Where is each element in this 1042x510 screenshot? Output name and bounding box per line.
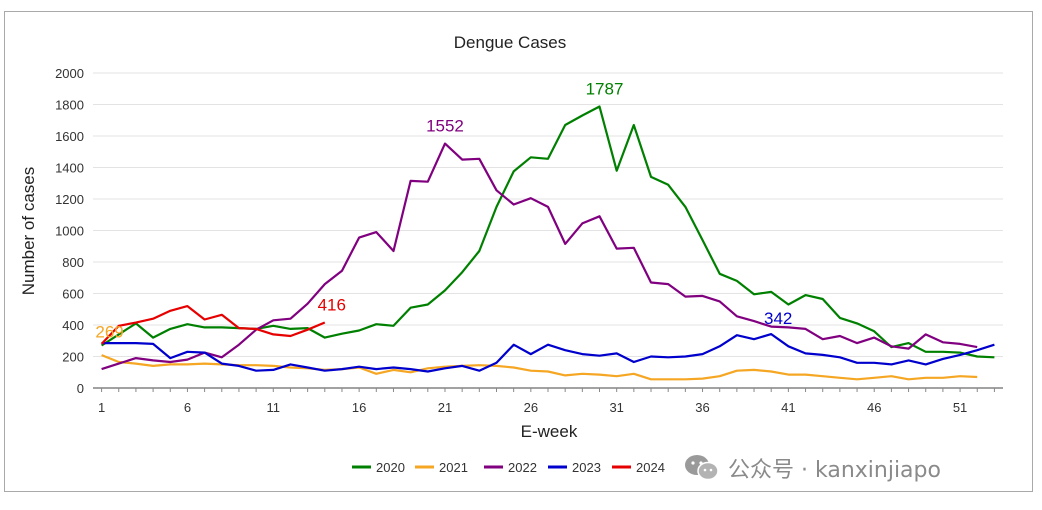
x-tick-label: 31 [609, 400, 623, 415]
series-line-2020[interactable] [101, 105, 995, 359]
legend-item-2022[interactable]: 2022 [484, 460, 537, 475]
series-line-2021[interactable] [101, 354, 978, 381]
x-tick-label: 6 [184, 400, 191, 415]
wechat-icon [684, 454, 720, 482]
annotation-label: 342 [764, 309, 792, 328]
annotation-label: 1787 [586, 80, 624, 99]
y-tick-label: 1200 [55, 192, 84, 207]
y-tick-label: 2000 [55, 66, 84, 81]
y-tick-label: 0 [77, 381, 84, 396]
series-line-2023[interactable] [101, 333, 995, 373]
x-tick-label: 21 [438, 400, 452, 415]
legend-label: 2023 [572, 460, 601, 475]
series-line-2022[interactable] [101, 142, 978, 371]
y-tick-label: 600 [62, 287, 84, 302]
y-tick-label: 800 [62, 255, 84, 270]
legend[interactable]: 2020 2021 2022 2023 2024 [352, 460, 665, 475]
legend-item-2021[interactable]: 2021 [415, 460, 468, 475]
legend-item-2023[interactable]: 2023 [548, 460, 601, 475]
y-tick-label: 1600 [55, 129, 84, 144]
series-lines [100, 105, 995, 381]
y-tick-label: 1800 [55, 98, 84, 113]
legend-item-2024[interactable]: 2024 [612, 460, 665, 475]
x-tick-label: 41 [781, 400, 795, 415]
x-tick-label: 1 [98, 400, 105, 415]
annotation-label: 269 [95, 323, 123, 342]
legend-label: 2020 [376, 460, 405, 475]
chart-frame [4, 11, 1033, 492]
grid-lines [93, 72, 1003, 389]
x-tick-label: 16 [352, 400, 366, 415]
x-axis-label: E-week [521, 422, 578, 441]
watermark-text: 公众号 · kanxinjiapo [728, 458, 941, 483]
annotations: 269 1552 1787 416 342 [95, 80, 792, 342]
legend-label: 2022 [508, 460, 537, 475]
y-axis-label: Number of cases [19, 167, 38, 296]
annotation-label: 1552 [426, 117, 464, 136]
chart-title: Dengue Cases [454, 33, 566, 52]
y-tick-label: 1000 [55, 224, 84, 239]
watermark: 公众号 · kanxinjiapo [684, 452, 941, 484]
y-tick-label: 1400 [55, 161, 84, 176]
x-tick-label: 36 [695, 400, 709, 415]
x-tick-label: 46 [867, 400, 881, 415]
x-tick-label: 51 [953, 400, 967, 415]
annotation-label: 416 [318, 295, 346, 314]
x-tick-label: 11 [267, 400, 281, 415]
legend-label: 2024 [636, 460, 665, 475]
y-tick-label: 400 [62, 318, 84, 333]
legend-item-2020[interactable]: 2020 [352, 460, 405, 475]
legend-label: 2021 [439, 460, 468, 475]
y-tick-label: 200 [62, 350, 84, 365]
series-line-2024[interactable] [100, 305, 326, 345]
x-tick-label: 26 [524, 400, 538, 415]
